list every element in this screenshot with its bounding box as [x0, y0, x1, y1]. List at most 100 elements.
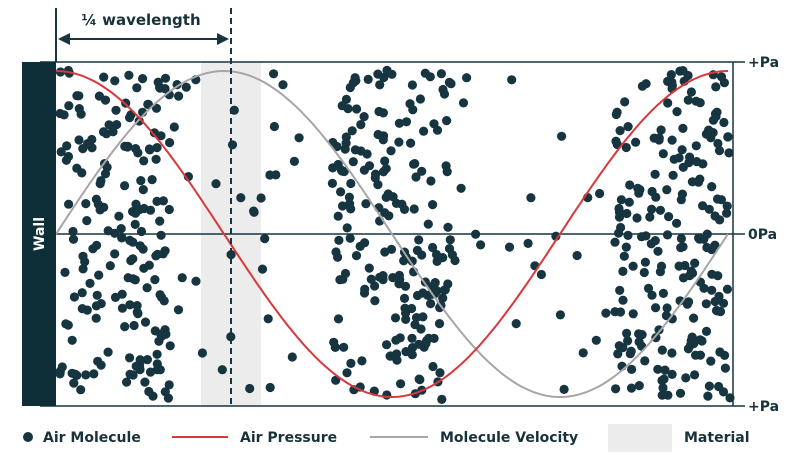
air-molecule — [226, 332, 236, 342]
air-molecule — [623, 122, 633, 132]
air-molecule — [76, 385, 86, 395]
air-molecule — [723, 132, 733, 142]
air-molecule — [414, 339, 424, 349]
air-molecule — [99, 72, 109, 82]
air-molecule — [397, 199, 407, 209]
air-molecule — [149, 128, 159, 138]
air-molecule — [675, 388, 686, 398]
air-molecule — [407, 333, 417, 343]
air-molecule — [136, 226, 147, 237]
air-molecule — [663, 98, 673, 108]
air-molecule — [169, 122, 179, 132]
air-molecule — [94, 91, 104, 101]
air-molecule — [664, 212, 674, 222]
air-molecule — [674, 261, 684, 271]
air-molecule — [407, 80, 417, 90]
air-molecule — [682, 299, 693, 309]
air-molecule — [423, 219, 433, 229]
air-molecule — [386, 146, 396, 156]
air-molecule — [672, 107, 682, 117]
air-molecule — [440, 285, 450, 295]
air-molecule — [294, 133, 304, 143]
air-molecule — [428, 242, 438, 253]
air-molecule — [722, 208, 732, 218]
legend-molecule-label: Air Molecule — [43, 430, 141, 446]
air-molecule — [662, 303, 672, 313]
air-molecule — [95, 179, 105, 189]
air-molecule — [125, 369, 135, 379]
air-molecule — [120, 322, 130, 332]
air-molecule — [613, 349, 623, 359]
air-molecule — [425, 72, 435, 82]
legend-velocity-label: Molecule Velocity — [440, 430, 578, 446]
air-molecule — [610, 237, 620, 247]
air-molecule — [129, 320, 139, 331]
air-molecule — [131, 199, 141, 209]
air-molecule — [707, 285, 717, 295]
air-molecule — [378, 167, 389, 177]
air-molecule — [93, 199, 103, 209]
air-molecule — [615, 126, 625, 136]
air-molecule — [628, 261, 638, 271]
air-molecule — [667, 135, 677, 145]
air-molecule — [373, 69, 383, 79]
air-molecule — [471, 229, 481, 239]
air-molecule — [707, 182, 717, 192]
air-molecule — [578, 348, 588, 358]
air-molecule — [151, 103, 162, 113]
air-molecule — [660, 365, 670, 375]
air-molecule — [722, 201, 732, 211]
air-molecule — [411, 172, 421, 182]
air-molecule — [100, 169, 111, 179]
air-molecule — [704, 381, 715, 391]
air-molecule — [417, 166, 427, 176]
air-molecule — [595, 188, 605, 199]
air-molecule — [418, 312, 428, 322]
air-molecule — [103, 347, 113, 357]
air-molecule — [120, 181, 130, 191]
air-molecule — [333, 211, 343, 221]
air-molecule — [366, 274, 376, 284]
air-molecule — [211, 179, 221, 189]
air-molecule — [650, 169, 660, 179]
air-molecule — [419, 126, 429, 136]
air-molecule — [165, 138, 175, 148]
air-molecule — [132, 301, 142, 311]
air-molecule — [227, 140, 238, 150]
air-molecule — [426, 299, 436, 309]
air-molecule — [361, 199, 371, 209]
legend: Air Molecule Air Pressure Molecule Veloc… — [23, 424, 750, 452]
air-molecule — [442, 167, 452, 177]
air-molecule — [646, 239, 656, 249]
air-molecule — [657, 375, 667, 386]
air-molecule — [122, 377, 132, 387]
air-molecule — [653, 364, 663, 374]
air-molecule — [476, 240, 486, 250]
air-molecule — [695, 350, 706, 360]
air-molecule — [706, 356, 716, 366]
air-molecule — [370, 281, 380, 291]
air-molecule — [701, 299, 711, 309]
air-molecule — [382, 390, 392, 400]
wall-label: Wall — [32, 217, 48, 251]
air-molecule — [128, 254, 138, 264]
air-molecule — [160, 246, 170, 256]
air-molecule — [152, 365, 162, 375]
pressure-label-top: +Pa — [748, 55, 779, 71]
air-molecule — [164, 204, 174, 215]
air-molecule — [173, 305, 184, 315]
air-molecule — [676, 243, 686, 253]
air-molecule — [263, 314, 273, 324]
air-molecule — [378, 108, 388, 118]
air-molecule — [621, 142, 631, 153]
air-molecule — [62, 141, 72, 151]
air-molecule — [619, 251, 629, 261]
air-molecule — [504, 242, 515, 252]
air-molecule — [140, 317, 151, 327]
air-molecule — [159, 296, 169, 306]
air-molecule — [683, 344, 694, 354]
air-molecule — [78, 264, 88, 274]
air-molecule — [94, 270, 104, 280]
air-molecule — [83, 139, 93, 149]
air-molecules — [55, 65, 735, 404]
